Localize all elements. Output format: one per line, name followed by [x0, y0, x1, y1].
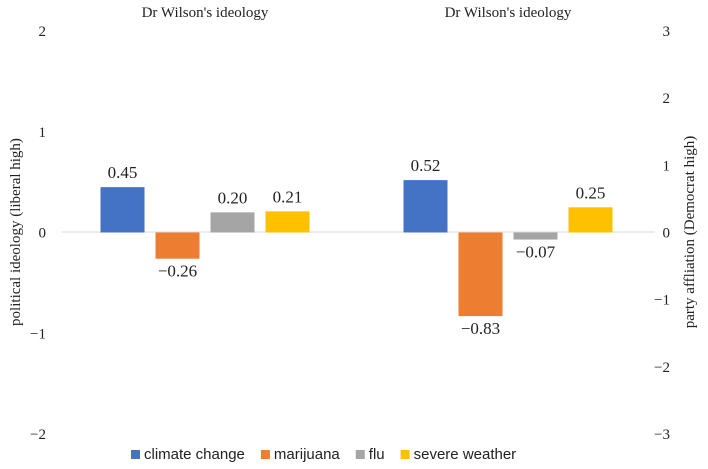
- data-label-severe-weather: 0.21: [273, 187, 303, 206]
- left-tick-label: 2: [39, 24, 47, 40]
- data-label-marijuana: −0.83: [461, 319, 500, 338]
- legend-swatch-climate-change: [131, 450, 140, 459]
- data-label-flu: 0.20: [218, 188, 248, 207]
- right-axis-title: party affliation (Democrat high): [682, 136, 698, 329]
- bar-climate-change: [403, 180, 448, 233]
- bar-flu: [513, 232, 558, 240]
- data-label-marijuana: −0.26: [158, 262, 197, 281]
- right-tick-label: −2: [654, 360, 670, 376]
- legend-label-severe-weather: severe weather: [414, 446, 517, 463]
- legend-label-flu: flu: [369, 446, 385, 463]
- data-label-climate-change: 0.45: [108, 163, 138, 182]
- legend-swatch-flu: [355, 450, 365, 459]
- panel-title: Dr Wilson's ideology: [445, 5, 572, 21]
- right-tick-label: −1: [654, 293, 670, 309]
- left-tick-label: 1: [39, 125, 47, 141]
- bar-marijuana: [458, 232, 503, 317]
- bar-marijuana: [155, 232, 200, 259]
- bar-severe-weather: [265, 211, 310, 233]
- right-tick-label: −3: [654, 427, 670, 443]
- panel-title: Dr Wilson's ideology: [142, 5, 269, 21]
- bar-flu: [210, 212, 255, 233]
- data-label-climate-change: 0.52: [411, 156, 441, 175]
- bar-severe-weather: [568, 207, 613, 233]
- left-tick-label: −2: [30, 427, 46, 443]
- data-label-severe-weather: 0.25: [576, 183, 606, 202]
- legend-label-climate-change: climate change: [144, 446, 245, 463]
- left-tick-label: 0: [39, 226, 47, 242]
- legend-label-marijuana: marijuana: [274, 446, 341, 463]
- bar-climate-change: [100, 187, 145, 233]
- right-tick-label: 0: [663, 226, 671, 242]
- data-label-flu: −0.07: [516, 243, 556, 262]
- right-tick-label: 2: [663, 91, 671, 107]
- left-axis-title: political ideology (liberal high): [8, 138, 24, 326]
- right-tick-label: 1: [663, 158, 671, 174]
- legend-swatch-severe-weather: [400, 450, 410, 459]
- left-tick-label: −1: [30, 326, 46, 342]
- legend-swatch-marijuana: [260, 450, 270, 459]
- right-tick-label: 3: [663, 24, 671, 40]
